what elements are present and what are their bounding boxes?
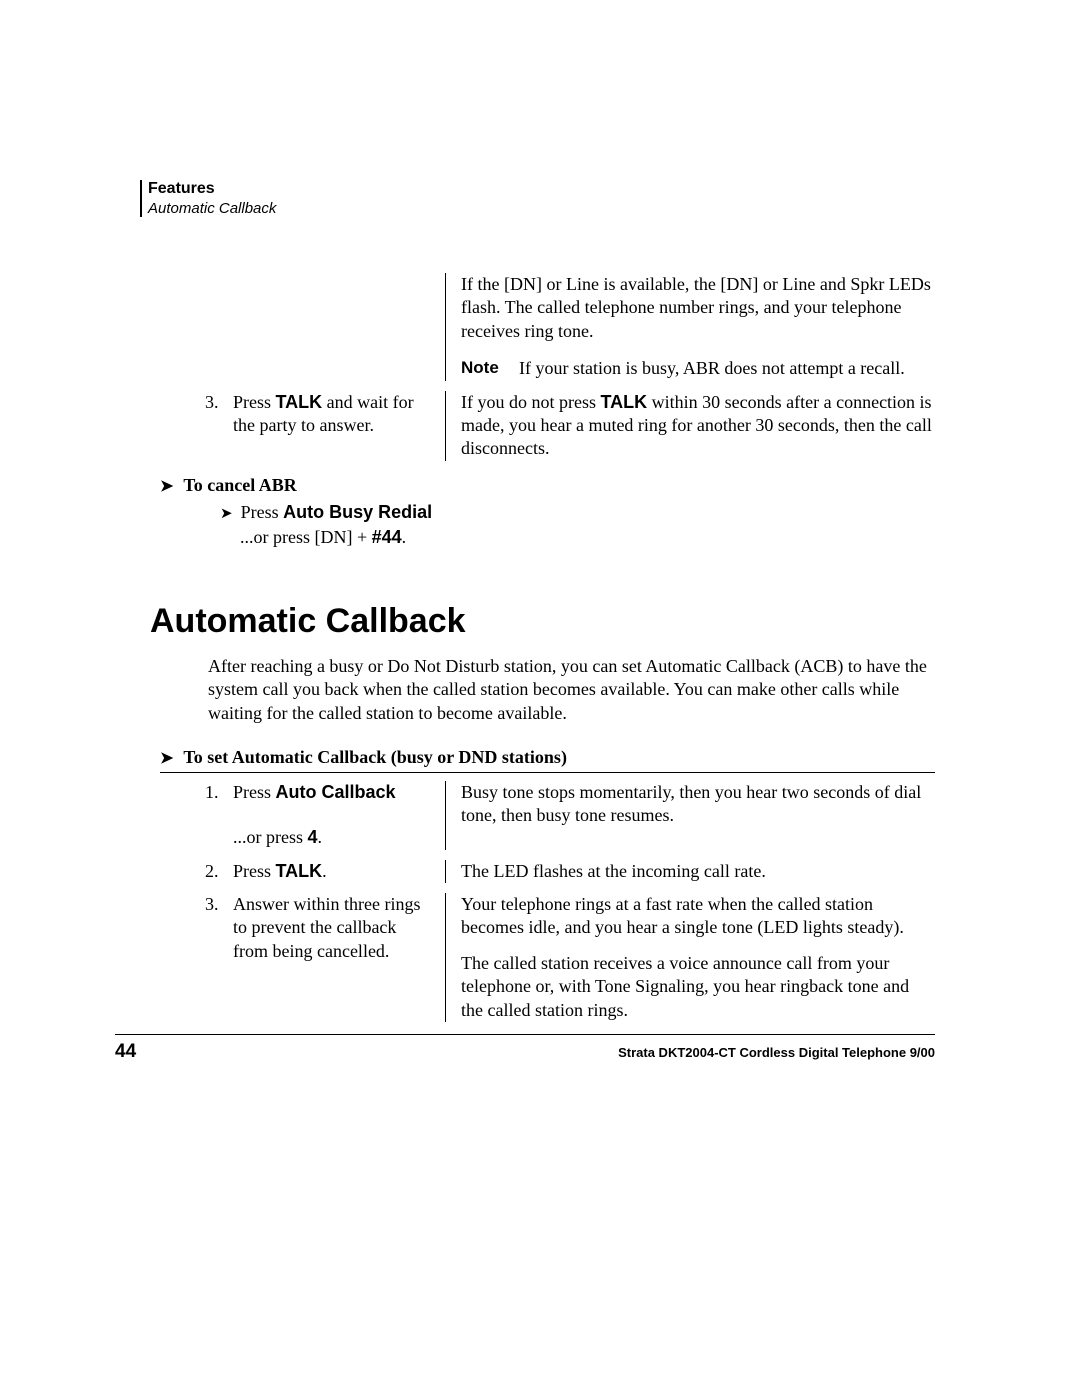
step3b-right: Your telephone rings at a fast rate when…: [445, 893, 935, 1022]
footer: 44 Strata DKT2004-CT Cordless Digital Te…: [115, 1041, 935, 1063]
top-two-column: If the [DN] or Line is available, the [D…: [205, 273, 935, 381]
note-row: Note If your station is busy, ABR does n…: [461, 357, 935, 380]
step2-left: 2. Press TALK.: [205, 860, 445, 883]
cancel-or-line: ...or press [DN] + #44.: [240, 527, 935, 548]
step3-two-column: 3. Press TALK and wait for the party to …: [205, 391, 935, 461]
step3-right: If you do not press TALK within 30 secon…: [445, 391, 935, 461]
table-row: 1. Press Auto Callback ...or press 4. Bu…: [205, 781, 935, 850]
section-title: Automatic Callback: [150, 602, 935, 641]
step3b-left: 3. Answer within three rings to prevent …: [205, 893, 445, 1022]
page-number: 44: [115, 1041, 136, 1063]
top-right-para: If the [DN] or Line is available, the [D…: [461, 273, 935, 343]
arrow-icon: ➤: [160, 476, 173, 496]
footer-rule: [115, 1034, 935, 1035]
arrow-icon: ➤: [220, 504, 233, 523]
note-label: Note: [461, 357, 519, 380]
step2-right: The LED flashes at the incoming call rat…: [445, 860, 935, 883]
step3-num: 3.: [205, 391, 233, 438]
step1-right: Busy tone stops momentarily, then you he…: [445, 781, 935, 850]
step3-left: 3. Press TALK and wait for the party to …: [205, 391, 445, 461]
set-heading: ➤ To set Automatic Callback (busy or DND…: [160, 747, 935, 773]
header-category: Features: [148, 180, 935, 198]
top-right: If the [DN] or Line is available, the [D…: [445, 273, 935, 381]
table-row: 2. Press TALK. The LED flashes at the in…: [205, 860, 935, 883]
cancel-heading: ➤ To cancel ABR: [160, 475, 935, 496]
section-para: After reaching a busy or Do Not Disturb …: [208, 655, 935, 725]
steps-table: 1. Press Auto Callback ...or press 4. Bu…: [205, 781, 935, 1022]
step3-text: Press TALK and wait for the party to ans…: [233, 391, 430, 438]
step1-left: 1. Press Auto Callback ...or press 4.: [205, 781, 445, 850]
cancel-substep: ➤ Press Auto Busy Redial: [220, 502, 935, 523]
note-text: If your station is busy, ABR does not at…: [519, 357, 935, 380]
header-subcategory: Automatic Callback: [148, 200, 935, 217]
document-page: Features Automatic Callback If the [DN] …: [0, 0, 1080, 1397]
top-left-empty: [205, 273, 445, 381]
arrow-icon: ➤: [160, 748, 173, 768]
footer-text: Strata DKT2004-CT Cordless Digital Telep…: [618, 1045, 935, 1060]
table-row: 3. Answer within three rings to prevent …: [205, 893, 935, 1022]
page-header: Features Automatic Callback: [140, 180, 935, 217]
cancel-substep-text: Press Auto Busy Redial: [241, 502, 433, 523]
